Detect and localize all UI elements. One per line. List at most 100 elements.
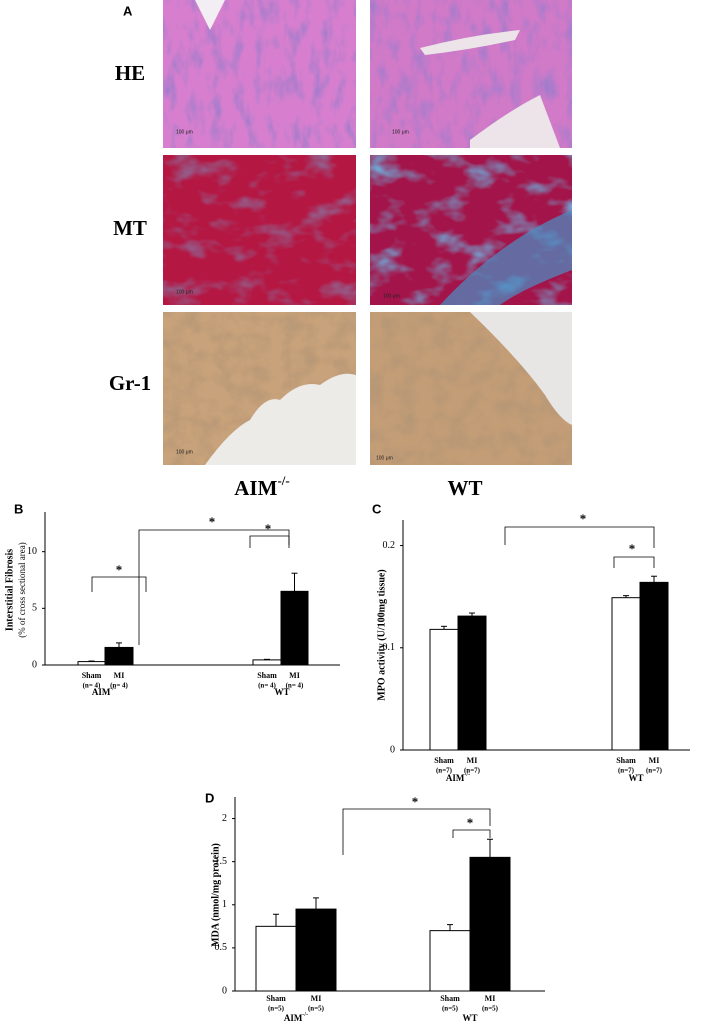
- y-tick-label: 5: [32, 603, 37, 614]
- bar: [639, 581, 669, 751]
- bar: [280, 590, 309, 666]
- panel-label: B: [14, 501, 23, 516]
- y-tick-label: 10: [27, 546, 37, 557]
- y-axis-title: Interstitial Fibrosis: [4, 549, 15, 631]
- y-tick-label: 0: [390, 744, 395, 755]
- category-label: Sham: [266, 994, 286, 1003]
- category-label: MI: [485, 994, 496, 1003]
- bar: [255, 925, 297, 992]
- scale-label: 100 μm: [383, 293, 400, 299]
- column-label: AIM-/-: [234, 473, 289, 500]
- bar: [469, 856, 511, 992]
- significance-star: *: [580, 511, 587, 526]
- group-label-sup: -/-: [464, 772, 470, 778]
- significance-bracket: [452, 829, 491, 838]
- y-tick-label: 1.5: [215, 856, 228, 867]
- bar: [611, 597, 641, 751]
- n-label: (n= 4): [286, 682, 304, 690]
- bar: [295, 908, 337, 992]
- category-label: Sham: [82, 671, 102, 680]
- n-label: (n=7): [618, 767, 635, 775]
- n-label: (n=5): [268, 1005, 285, 1013]
- bar: [252, 659, 282, 666]
- bar: [429, 628, 459, 751]
- group-label: AIM-/-: [284, 1012, 308, 1023]
- row-label: HE: [115, 61, 145, 85]
- category-label: MI: [114, 671, 125, 680]
- significance-star: *: [209, 514, 216, 529]
- significance-star: *: [116, 562, 123, 577]
- category-label: MI: [311, 994, 322, 1003]
- group-label-text: AIM: [284, 1013, 303, 1023]
- group-label: AIM-/-: [446, 772, 470, 783]
- y-tick-label: 0: [32, 659, 37, 670]
- group-label-text: AIM: [446, 773, 465, 783]
- group-label: WT: [628, 773, 643, 783]
- group-label-sup: -/-: [302, 1012, 308, 1018]
- n-label: (n=7): [646, 767, 663, 775]
- category-label: MI: [289, 671, 300, 680]
- bar: [429, 930, 471, 992]
- n-label: (n=7): [436, 767, 453, 775]
- group-label-text: WT: [274, 687, 289, 697]
- image-detail: [195, 0, 225, 30]
- panel-label: C: [372, 501, 382, 516]
- significance-bracket: [249, 535, 290, 548]
- image-texture: [163, 155, 356, 305]
- y-tick-label: 2: [222, 813, 227, 824]
- y-axis-title: (% of cross sectional area): [17, 542, 27, 637]
- n-label: (n= 4): [258, 682, 276, 690]
- panel-label: D: [205, 790, 214, 805]
- significance-bracket: [613, 556, 655, 568]
- n-label: (n=7): [464, 767, 481, 775]
- row-label: Gr-1: [109, 371, 151, 395]
- panel-label: A: [123, 3, 133, 18]
- scale-label: 100 μm: [176, 129, 193, 135]
- y-tick-label: 0.5: [215, 942, 228, 953]
- significance-star: *: [629, 541, 636, 556]
- category-label: Sham: [440, 994, 460, 1003]
- category-label: MI: [467, 756, 478, 765]
- group-label-text: AIM: [92, 687, 111, 697]
- bar: [457, 615, 487, 751]
- y-tick-label: 1: [222, 899, 227, 910]
- y-axis-title: MDA (nmol/mg protein): [210, 843, 221, 947]
- y-axis-title: MPO activity (U/100mg tissue): [376, 569, 387, 700]
- scale-label: 100 μm: [176, 449, 193, 455]
- n-label: (n=5): [442, 1005, 459, 1013]
- significance-star: *: [265, 521, 272, 536]
- n-label: (n=5): [482, 1005, 499, 1013]
- bar: [77, 661, 106, 666]
- group-label: AIM-/-: [92, 686, 116, 697]
- scale-label: 100 μm: [376, 455, 393, 461]
- significance-bracket: [138, 529, 290, 645]
- scale-label: 100 μm: [392, 129, 409, 135]
- significance-star: *: [467, 815, 474, 830]
- image-detail: [205, 373, 356, 465]
- image-texture: [163, 0, 356, 148]
- group-label: WT: [274, 687, 289, 697]
- category-label: Sham: [616, 756, 636, 765]
- significance-star: *: [412, 794, 419, 809]
- y-tick-label: 0: [222, 985, 227, 996]
- group-label-text: WT: [628, 773, 643, 783]
- significance-bracket: [91, 576, 147, 592]
- n-label: (n=5): [308, 1005, 325, 1013]
- y-tick-label: 0.1: [383, 642, 396, 653]
- category-label: Sham: [257, 671, 277, 680]
- histology-grid: 100 μm 100 μm 100 μm 100 μm 100 μm 100 μ…: [163, 0, 572, 465]
- image-detail: [420, 30, 560, 148]
- image-detail: [470, 312, 572, 425]
- group-label-text: WT: [462, 1013, 477, 1023]
- column-label: WT: [447, 476, 482, 500]
- scale-label: 100 μm: [176, 289, 193, 295]
- group-label: WT: [462, 1013, 477, 1023]
- n-label: (n= 4): [83, 682, 101, 690]
- bar: [104, 646, 134, 666]
- image-detail: [440, 210, 572, 305]
- group-label-sup: -/-: [110, 686, 116, 692]
- row-label: MT: [113, 216, 147, 240]
- category-label: MI: [649, 756, 660, 765]
- y-tick-label: 0.2: [383, 540, 396, 551]
